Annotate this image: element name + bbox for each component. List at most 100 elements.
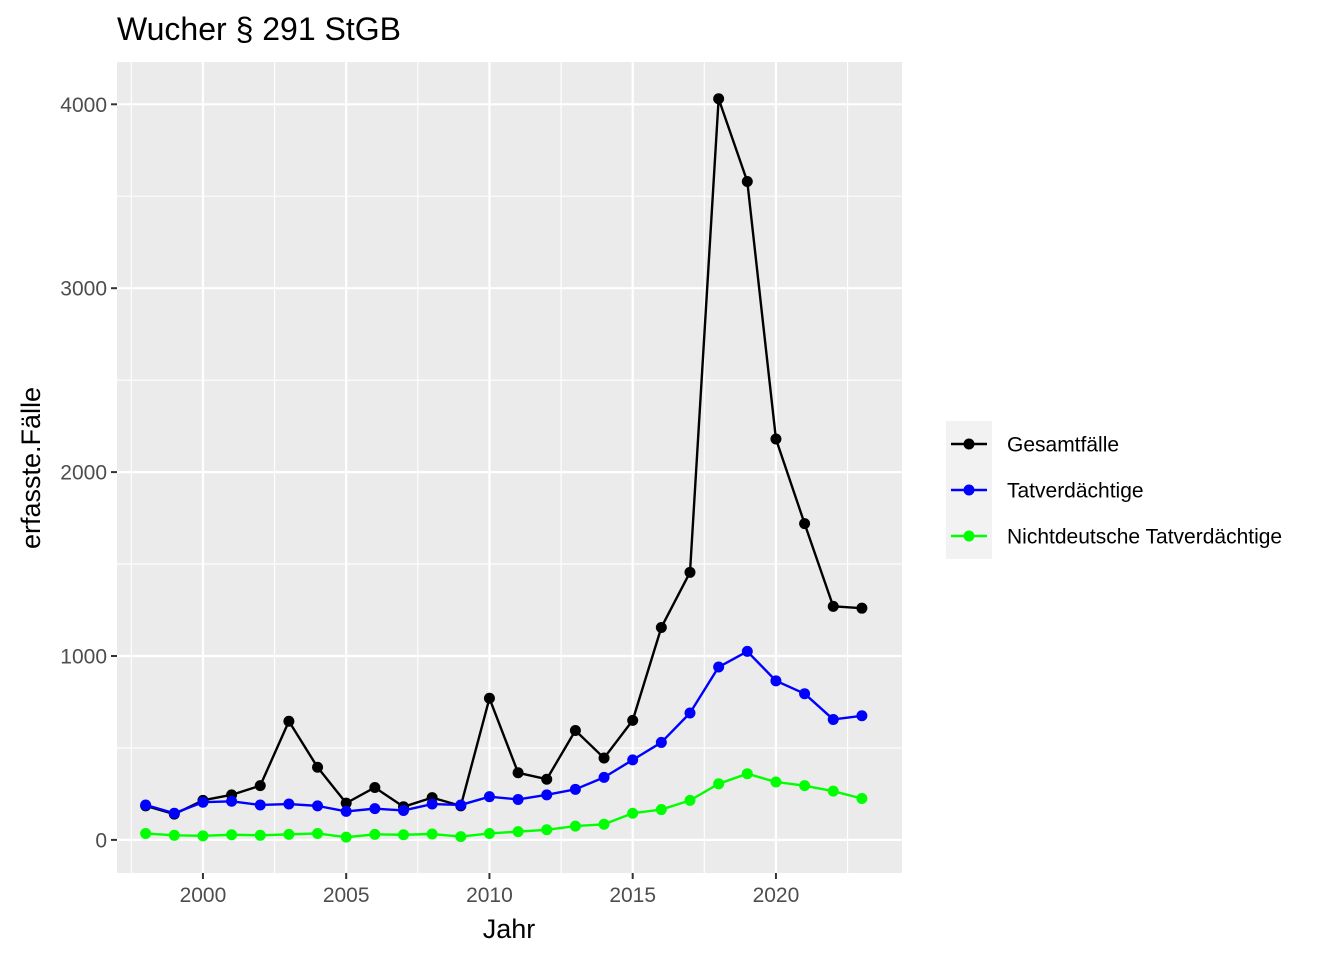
data-point-nichtdeutsche-tatverdaechtige bbox=[770, 776, 782, 788]
data-point-gesamtfaelle bbox=[340, 797, 352, 809]
data-point-gesamtfaelle bbox=[655, 621, 667, 633]
series-nichtdeutsche-tatverdaechtige bbox=[140, 768, 868, 843]
data-point-tatverdaechtige bbox=[226, 795, 238, 807]
data-point-nichtdeutsche-tatverdaechtige bbox=[283, 828, 295, 840]
data-point-nichtdeutsche-tatverdaechtige bbox=[455, 831, 467, 843]
y-tick-label: 3000 bbox=[60, 278, 107, 301]
data-point-gesamtfaelle bbox=[827, 600, 839, 612]
data-point-nichtdeutsche-tatverdaechtige bbox=[856, 793, 868, 805]
legend-label-gesamtfaelle: Gesamtfälle bbox=[1007, 434, 1119, 457]
data-point-tatverdaechtige bbox=[512, 793, 524, 805]
data-point-gesamtfaelle bbox=[483, 692, 495, 704]
legend-key-point-tatverdaechtige bbox=[963, 484, 975, 496]
data-point-tatverdaechtige bbox=[340, 805, 352, 817]
data-point-gesamtfaelle bbox=[569, 724, 581, 736]
data-point-tatverdaechtige bbox=[799, 688, 811, 700]
data-point-gesamtfaelle bbox=[770, 433, 782, 445]
legend-item-gesamtfaelle: Gesamtfälle bbox=[951, 434, 1119, 457]
data-point-gesamtfaelle bbox=[369, 781, 381, 793]
data-point-gesamtfaelle bbox=[254, 780, 266, 792]
data-point-tatverdaechtige bbox=[713, 661, 725, 673]
data-point-tatverdaechtige bbox=[541, 789, 553, 801]
data-point-nichtdeutsche-tatverdaechtige bbox=[713, 778, 725, 790]
data-point-nichtdeutsche-tatverdaechtige bbox=[684, 794, 696, 806]
legend-label-tatverdaechtige: Tatverdächtige bbox=[1007, 480, 1144, 503]
data-point-gesamtfaelle bbox=[713, 93, 725, 105]
data-point-tatverdaechtige bbox=[598, 771, 610, 783]
data-point-nichtdeutsche-tatverdaechtige bbox=[799, 780, 811, 792]
data-point-gesamtfaelle bbox=[283, 715, 295, 727]
y-tick-label: 0 bbox=[95, 829, 107, 852]
data-point-tatverdaechtige bbox=[569, 783, 581, 795]
x-tick-label: 2010 bbox=[466, 884, 513, 907]
data-point-nichtdeutsche-tatverdaechtige bbox=[369, 828, 381, 840]
data-point-nichtdeutsche-tatverdaechtige bbox=[397, 829, 409, 841]
data-point-gesamtfaelle bbox=[598, 752, 610, 764]
series-line-gesamtfaelle bbox=[145, 97, 862, 816]
data-point-gesamtfaelle bbox=[512, 767, 524, 779]
data-point-nichtdeutsche-tatverdaechtige bbox=[312, 827, 324, 839]
data-point-nichtdeutsche-tatverdaechtige bbox=[197, 830, 209, 842]
data-point-tatverdaechtige bbox=[426, 798, 438, 810]
data-point-tatverdaechtige bbox=[140, 799, 152, 811]
data-point-tatverdaechtige bbox=[655, 736, 667, 748]
data-point-nichtdeutsche-tatverdaechtige bbox=[168, 829, 180, 841]
data-point-nichtdeutsche-tatverdaechtige bbox=[426, 828, 438, 840]
data-point-tatverdaechtige bbox=[455, 799, 467, 811]
y-axis: 0 1000 2000 3000 4000 bbox=[60, 94, 117, 852]
x-tick-label: 2000 bbox=[180, 884, 227, 907]
data-point-nichtdeutsche-tatverdaechtige bbox=[340, 831, 352, 843]
legend-key-point-nichtdeutsche-tatverdaechtige bbox=[963, 530, 975, 542]
x-axis: 2000 2005 2010 2015 2020 bbox=[180, 873, 800, 907]
data-point-gesamtfaelle bbox=[312, 761, 324, 773]
data-point-gesamtfaelle bbox=[856, 602, 868, 614]
x-tick-label: 2005 bbox=[323, 884, 370, 907]
data-point-nichtdeutsche-tatverdaechtige bbox=[226, 829, 238, 841]
data-point-nichtdeutsche-tatverdaechtige bbox=[541, 824, 553, 836]
data-point-gesamtfaelle bbox=[741, 176, 753, 188]
data-point-tatverdaechtige bbox=[397, 804, 409, 816]
data-point-nichtdeutsche-tatverdaechtige bbox=[569, 820, 581, 832]
data-point-gesamtfaelle bbox=[627, 714, 639, 726]
legend-key-point-gesamtfaelle bbox=[963, 438, 975, 450]
legend-item-nichtdeutsche-tatverdaechtige: Nichtdeutsche Tatverdächtige bbox=[951, 526, 1282, 549]
data-point-gesamtfaelle bbox=[799, 518, 811, 530]
data-point-tatverdaechtige bbox=[312, 800, 324, 812]
major-gridlines bbox=[117, 62, 902, 873]
data-point-nichtdeutsche-tatverdaechtige bbox=[827, 785, 839, 797]
series-layer bbox=[140, 93, 868, 843]
x-tick-label: 2015 bbox=[609, 884, 656, 907]
data-point-tatverdaechtige bbox=[483, 791, 495, 803]
x-tick-label: 2020 bbox=[753, 884, 800, 907]
data-point-nichtdeutsche-tatverdaechtige bbox=[598, 818, 610, 830]
legend: Gesamtfälle Tatverdächtige Nichtdeutsche… bbox=[946, 421, 1282, 559]
y-tick-label: 2000 bbox=[60, 462, 107, 485]
data-point-nichtdeutsche-tatverdaechtige bbox=[483, 827, 495, 839]
data-point-nichtdeutsche-tatverdaechtige bbox=[655, 804, 667, 816]
data-point-tatverdaechtige bbox=[369, 803, 381, 815]
y-axis-title: erfasste.Fälle bbox=[16, 387, 46, 549]
data-point-tatverdaechtige bbox=[684, 707, 696, 719]
data-point-gesamtfaelle bbox=[684, 566, 696, 578]
legend-item-tatverdaechtige: Tatverdächtige bbox=[951, 480, 1144, 503]
data-point-nichtdeutsche-tatverdaechtige bbox=[140, 827, 152, 839]
data-point-tatverdaechtige bbox=[856, 710, 868, 722]
data-point-gesamtfaelle bbox=[541, 773, 553, 785]
data-point-tatverdaechtige bbox=[827, 713, 839, 725]
x-axis-title: Jahr bbox=[483, 914, 536, 944]
y-tick-label: 4000 bbox=[60, 94, 107, 117]
y-tick-label: 1000 bbox=[60, 645, 107, 668]
data-point-nichtdeutsche-tatverdaechtige bbox=[741, 768, 753, 780]
chart-title: Wucher § 291 StGB bbox=[117, 11, 401, 47]
data-point-tatverdaechtige bbox=[741, 645, 753, 657]
data-point-nichtdeutsche-tatverdaechtige bbox=[627, 807, 639, 819]
data-point-tatverdaechtige bbox=[254, 799, 266, 811]
series-tatverdaechtige bbox=[140, 645, 868, 819]
data-point-tatverdaechtige bbox=[197, 796, 209, 808]
data-point-tatverdaechtige bbox=[283, 798, 295, 810]
data-point-nichtdeutsche-tatverdaechtige bbox=[254, 829, 266, 841]
data-point-tatverdaechtige bbox=[627, 754, 639, 766]
data-point-tatverdaechtige bbox=[770, 675, 782, 687]
data-point-nichtdeutsche-tatverdaechtige bbox=[512, 826, 524, 838]
